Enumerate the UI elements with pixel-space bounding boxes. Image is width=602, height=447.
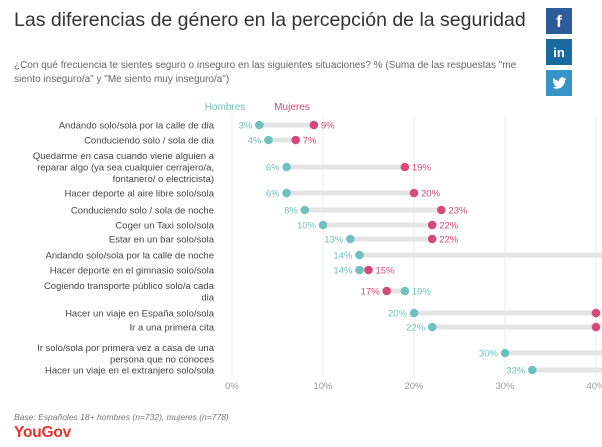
- mujeres-value-2: 19%: [412, 163, 432, 174]
- grid-lines: [231, 116, 597, 377]
- mujeres-value-5: 22%: [439, 221, 459, 232]
- hombres-value-5: 10%: [297, 221, 317, 232]
- hombres-dot-9: [400, 286, 410, 296]
- category-label-8: Hacer deporte en el gimnasio solo/sola: [50, 266, 215, 277]
- hombres-dot-4: [300, 205, 310, 215]
- hombres-value-3: 6%: [266, 189, 280, 200]
- category-label-9-line-0: Cogiendo transporte público solo/a cada: [44, 281, 215, 292]
- category-label-2-line-2: fontanero/ o electricista): [113, 174, 214, 185]
- hombres-value-6: 13%: [324, 235, 344, 246]
- hombres-value-1: 4%: [248, 136, 262, 147]
- hombres-dot-5: [318, 220, 328, 230]
- x-tick-label-3: 30%: [495, 381, 515, 392]
- hombres-value-9: 19%: [412, 287, 432, 298]
- legend: Hombres Mujeres: [205, 102, 310, 113]
- hombres-dot-10: [409, 308, 419, 318]
- mujeres-dot-4: [437, 205, 446, 215]
- mujeres-dot-2: [400, 162, 410, 172]
- chart-title: Las diferencias de género en la percepci…: [14, 9, 526, 31]
- social-share-bar: f in: [546, 8, 572, 101]
- mujeres-dot-3: [409, 188, 419, 198]
- mujeres-value-8: 15%: [376, 266, 396, 277]
- category-label-3: Hacer deporte al aire libre solo/sola: [65, 189, 215, 200]
- category-label-4: Conduciendo solo / sola de noche: [71, 206, 214, 217]
- mujeres-value-6: 22%: [439, 235, 459, 246]
- category-label-12-line-1: persona que no conoces: [110, 354, 214, 365]
- hombres-value-8: 14%: [333, 266, 353, 277]
- mujeres-dot-6: [427, 234, 437, 244]
- hombres-dot-13: [528, 365, 537, 375]
- category-labels: Andando solo/sola por la calle de dia Con…: [33, 121, 215, 377]
- category-label-9-line-1: dia: [201, 292, 214, 303]
- category-label-2-line-0: Quedarme en casa cuando viene alguien a: [33, 151, 215, 162]
- mujeres-dot-8: [364, 265, 373, 275]
- facebook-icon: f: [546, 8, 572, 34]
- hombres-dot-1: [264, 135, 273, 145]
- category-label-1: Conduciendo solo / sola de dia: [84, 136, 215, 147]
- hombres-value-0: 3%: [239, 121, 253, 132]
- mujeres-value-9: 17%: [361, 287, 381, 298]
- x-tick-label-1: 10%: [313, 381, 333, 392]
- x-tick-label-0: 0%: [225, 381, 239, 392]
- value-labels: 3%9%4%7%6%19%6%20%8%23%10%22%13%22%14%53…: [239, 121, 526, 377]
- hombres-dot-11: [427, 322, 437, 332]
- chart-subtitle: ¿Con qué frecuencia te sientes seguro o …: [14, 60, 517, 85]
- hombres-value-10: 20%: [388, 309, 408, 320]
- category-label-7: Andando solo/sola por la calle de noche: [46, 251, 214, 262]
- mujeres-value-1: 7%: [303, 136, 317, 147]
- hombres-value-11: 22%: [406, 323, 426, 334]
- hombres-value-7: 14%: [333, 251, 353, 262]
- hombres-dot-3: [282, 188, 291, 198]
- data-dots: [254, 120, 601, 375]
- mujeres-dot-11: [591, 322, 601, 332]
- hombres-dot-8: [355, 265, 364, 275]
- mujeres-dot-10: [591, 308, 601, 318]
- mujeres-dot-9: [382, 286, 392, 296]
- yougov-logo: YouGov: [14, 424, 72, 441]
- legend-mujeres: Mujeres: [274, 102, 310, 113]
- linkedin-share-button[interactable]: in: [546, 39, 572, 65]
- category-label-5: Coger un Taxi solo/sola: [115, 221, 214, 232]
- x-tick-label-4: 40%: [586, 381, 602, 392]
- hombres-value-4: 8%: [284, 206, 298, 217]
- category-label-12-line-0: Ir solo/sola por primera vez a casa de u…: [37, 343, 215, 354]
- twitter-icon: [546, 70, 572, 96]
- mujeres-value-3: 20%: [421, 189, 441, 200]
- hombres-value-2: 6%: [266, 163, 280, 174]
- hombres-dot-2: [282, 162, 291, 172]
- legend-hombres: Hombres: [205, 102, 246, 113]
- dot-plot-chart: Andando solo/sola por la calle de dia Con…: [33, 102, 602, 392]
- x-tick-label-2: 20%: [404, 381, 424, 392]
- hombres-value-13: 33%: [506, 366, 526, 377]
- hombres-value-12: 30%: [479, 349, 499, 360]
- hombres-dot-12: [500, 348, 510, 358]
- hombres-dot-6: [346, 234, 355, 244]
- category-label-6: Estar en un bar solo/sola: [109, 235, 215, 246]
- hombres-dot-7: [355, 250, 364, 260]
- category-label-13: Hacer un viaje en el extranjero solo/sol…: [45, 366, 215, 377]
- linkedin-glyph: in: [553, 45, 565, 60]
- linkedin-icon: in: [546, 39, 572, 65]
- category-label-2-line-1: reparar algo (ya sea cualquier cerrajero…: [37, 163, 214, 174]
- x-axis: 0%10%20%30%40%50%60%: [225, 381, 602, 392]
- category-label-10: Hacer un viaje en España solo/sola: [65, 309, 215, 320]
- mujeres-value-0: 9%: [321, 121, 335, 132]
- facebook-share-button[interactable]: f: [546, 8, 572, 34]
- mujeres-dot-0: [309, 120, 319, 130]
- mujeres-dot-5: [427, 220, 437, 230]
- hombres-dot-0: [254, 120, 264, 130]
- category-label-0: Andando solo/sola por la calle de dia: [59, 121, 215, 132]
- category-label-11: Ir a una primera cita: [130, 323, 215, 334]
- base-note: Base: Españoles 18+ hombres (n=732), muj…: [14, 412, 229, 422]
- facebook-glyph: f: [556, 12, 562, 31]
- twitter-share-button[interactable]: [546, 70, 572, 96]
- mujeres-value-4: 23%: [448, 206, 468, 217]
- mujeres-dot-1: [291, 135, 301, 145]
